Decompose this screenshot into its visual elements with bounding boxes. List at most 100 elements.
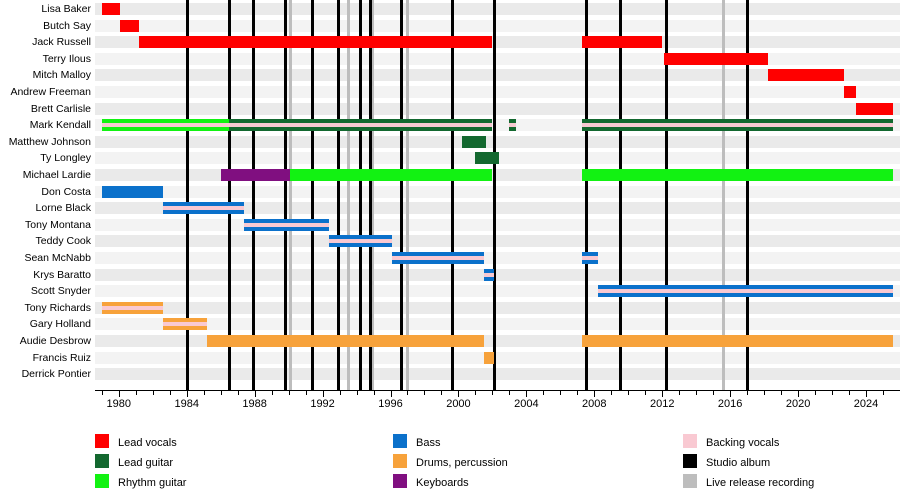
studio-album-line (399, 0, 403, 390)
timeline-bar-lead_vocals (855, 102, 894, 115)
timeline-bar-bass (329, 235, 393, 248)
member-label: Derrick Pontier (21, 368, 91, 381)
x-axis-minor-tick (407, 390, 409, 395)
member-label: Audie Desbrow (19, 335, 91, 347)
member-label: Butch Say (43, 19, 91, 32)
legend-item: Lead guitar (95, 452, 186, 472)
legend-label: Drums, percussion (416, 457, 508, 469)
timeline-bar-bass (101, 185, 163, 198)
backing-vocals-stripe (101, 123, 230, 128)
timeline-bar-lead_vocals (767, 69, 844, 82)
timeline-bar-bass (582, 252, 598, 264)
member-label: Gary Holland (29, 318, 91, 331)
legend-item: Rhythm guitar (95, 472, 186, 492)
studio-album-line (251, 0, 255, 390)
timeline-row-band (95, 185, 900, 198)
x-axis-minor-tick (713, 390, 715, 395)
timeline-bar-keyboards (220, 169, 238, 181)
x-axis-minor-tick (815, 390, 817, 395)
timeline-bar-lead_guitar (461, 135, 474, 148)
timeline-bar-lead_guitar (229, 119, 493, 132)
member-label: Sean McNabb (24, 252, 91, 264)
studio-album-line (311, 0, 315, 390)
timeline-bar-lead_vocals (582, 36, 663, 49)
timeline-row-band (95, 268, 900, 281)
live-release-line (722, 0, 726, 390)
x-axis-major-tick (118, 390, 120, 397)
x-axis-tick-label: 2016 (717, 398, 743, 410)
x-axis-minor-tick (288, 390, 290, 395)
member-label: Terry Ilous (42, 52, 91, 65)
legend-label: Studio album (706, 457, 771, 469)
x-axis-major-tick (458, 390, 460, 397)
legend-swatch-icon (95, 434, 109, 448)
legend-label: Lead vocals (118, 437, 177, 449)
timeline-row-band (95, 86, 900, 98)
timeline-bar-rhythm_guitar (290, 169, 493, 181)
legend-label: Rhythm guitar (118, 477, 187, 489)
member-label: Francis Ruiz (32, 351, 91, 364)
studio-album-line (450, 0, 454, 390)
legend-column: Backing vocals Studio album Live release r… (683, 432, 814, 492)
timeline-bar-bass (392, 252, 484, 264)
timeline-row-band (95, 218, 900, 231)
timeline-row-band (95, 102, 900, 115)
x-axis-minor-tick (764, 390, 766, 395)
timeline-bar-lead_guitar (473, 135, 486, 148)
x-axis-minor-tick (424, 390, 426, 395)
x-axis-minor-tick (373, 390, 375, 395)
x-axis-minor-tick (696, 390, 698, 395)
legend-swatch-icon (393, 454, 407, 468)
timeline-bar-lead_vocals (843, 86, 856, 98)
backing-vocals-stripe (162, 206, 245, 211)
member-label-column: Lisa Baker Butch Say Jack Russell Terry Ilo… (0, 0, 95, 404)
member-label: Brett Carlisle (30, 102, 91, 115)
x-axis-minor-tick (645, 390, 647, 395)
x-axis-major-tick (798, 390, 800, 397)
timeline-plot-area (95, 0, 900, 404)
x-axis-tick-label: 2000 (446, 398, 471, 410)
backing-vocals-stripe (582, 123, 894, 128)
x-axis-minor-tick (543, 390, 545, 395)
legend-item: Drums, percussion (393, 452, 508, 472)
x-axis-major-tick (390, 390, 392, 397)
timeline-row-band (95, 351, 900, 364)
backing-vocals-stripe (392, 256, 484, 260)
backing-vocals-stripe (162, 322, 208, 327)
legend-swatch-icon (95, 474, 109, 488)
x-axis-minor-tick (509, 390, 511, 395)
timeline-bar-bass (597, 285, 894, 298)
x-axis-minor-tick (781, 390, 783, 395)
timeline-row-band (95, 301, 900, 314)
member-label: Don Costa (41, 185, 91, 198)
member-label: Lisa Baker (41, 3, 91, 15)
member-label: Tony Richards (24, 301, 91, 314)
studio-album-line (185, 0, 189, 390)
legend-label: Live release recording (706, 477, 815, 489)
live-release-line (289, 0, 293, 390)
x-axis-tick-label: 1984 (174, 398, 199, 410)
x-axis: 1980 1984 1988 1992 1996 2000 2004 2008 2012 2016… (95, 390, 900, 424)
timeline-row-band (95, 3, 900, 15)
member-label: Mitch Malloy (32, 69, 91, 82)
member-label: Ty Longley (40, 152, 91, 165)
x-axis-minor-tick (169, 390, 171, 395)
legend-swatch-icon (683, 454, 697, 468)
studio-album-line (336, 0, 340, 390)
live-release-line (347, 0, 351, 390)
x-axis-minor-tick (220, 390, 222, 395)
backing-vocals-stripe (229, 123, 493, 128)
timeline-row-band (95, 202, 900, 215)
studio-album-line (358, 0, 362, 390)
timeline-row-band (95, 135, 900, 148)
backing-vocals-stripe (101, 305, 163, 310)
member-label: Lorne Black (35, 202, 91, 215)
timeline-bar-drums (582, 335, 894, 347)
timeline-row-band (95, 19, 900, 32)
legend-item: Lead vocals (95, 432, 186, 452)
legend-swatch-icon (393, 474, 407, 488)
x-axis-minor-tick (356, 390, 358, 395)
x-axis-minor-tick (441, 390, 443, 395)
x-axis-tick-label: 2012 (649, 398, 675, 410)
x-axis-minor-tick (849, 390, 851, 395)
